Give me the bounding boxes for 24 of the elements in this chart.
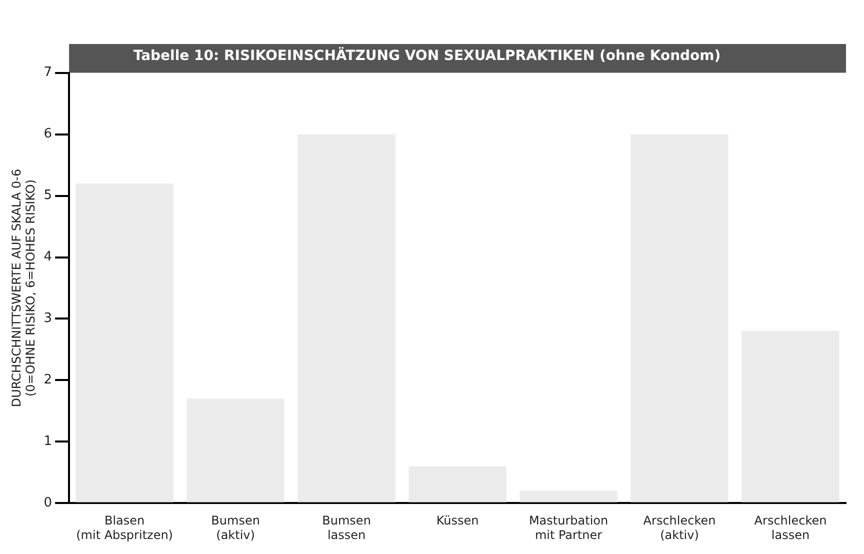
x-tick-label: Küssen: [436, 514, 479, 528]
y-tick-label: 5: [44, 188, 52, 204]
x-tick-label: Masturbation mit Partner: [528, 514, 608, 542]
bar: [520, 490, 618, 502]
x-tick-label: Bumsen lassen: [322, 514, 371, 542]
y-tick-label: 4: [44, 250, 52, 265]
y-tick-label: 3: [44, 311, 52, 326]
y-tick-label: 1: [44, 434, 52, 450]
bar: [186, 398, 284, 502]
bar: [298, 134, 396, 502]
x-tick-label: Bumsen (aktiv): [211, 514, 260, 542]
y-tick-label: 2: [44, 372, 52, 388]
bar: [742, 331, 840, 502]
x-tick-label: Arschlecken (aktiv): [643, 514, 716, 542]
y-tick-label: 6: [44, 126, 52, 142]
x-tick-label: Blasen (mit Abspritzen): [76, 514, 174, 542]
y-tick-label: 7: [44, 65, 52, 80]
bar: [408, 466, 506, 502]
bar: [630, 134, 728, 502]
bar: [76, 183, 174, 502]
y-tick-label: 0: [44, 496, 52, 511]
y-axis-title: DURCHSCHNITTSWERTE AUF SKALA 0-6 (0=OHNE RISIKO, 6=HOHES RISIKO): [9, 168, 38, 408]
x-tick-label: Arschlecken lassen: [754, 514, 827, 542]
chart-title: Tabelle 10: RISIKOEINSCHÄTZUNG VON SEXUALPRAKTIKEN (ohne Kondom): [133, 47, 721, 64]
